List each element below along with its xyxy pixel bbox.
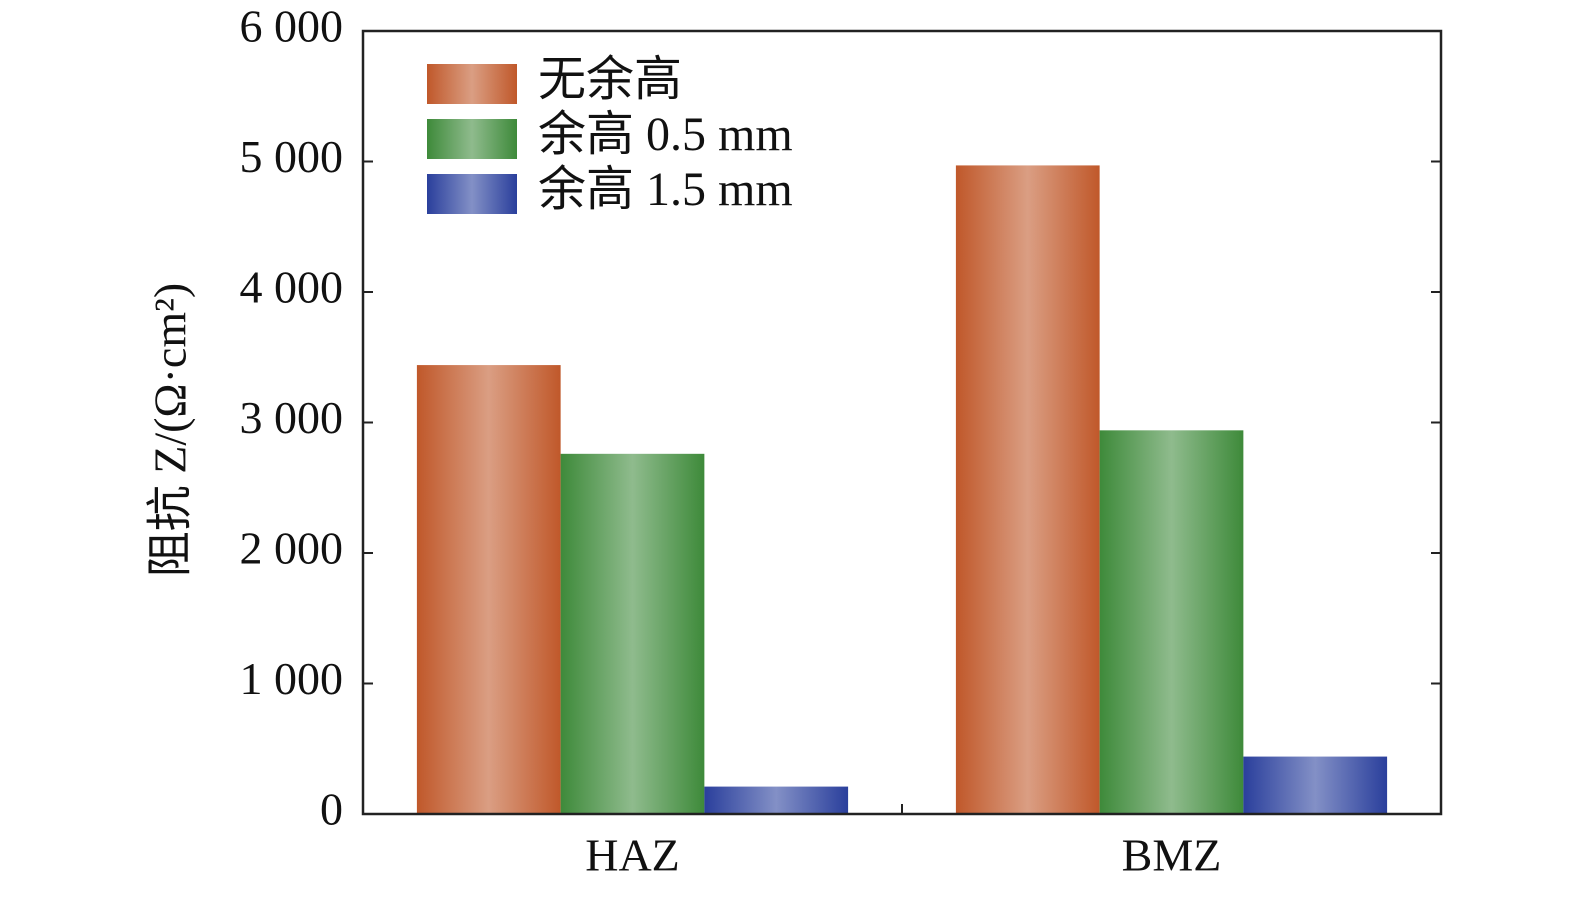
- bar: [560, 453, 705, 814]
- y-tick-label: 5 000: [240, 131, 344, 182]
- legend-label: 余高 0.5 mm: [538, 108, 793, 161]
- legend-swatch: [427, 119, 517, 159]
- bar: [1243, 756, 1388, 814]
- bar: [416, 365, 561, 814]
- y-tick-label: 3 000: [240, 392, 344, 443]
- x-tick-label: BMZ: [1122, 830, 1222, 881]
- y-tick-label: 6 000: [240, 1, 344, 52]
- legend-label: 无余高: [538, 53, 682, 106]
- plot-frame: [361, 29, 1443, 816]
- bar: [704, 786, 849, 814]
- y-tick-label: 1 000: [240, 653, 344, 704]
- legend-label: 余高 1.5 mm: [538, 163, 793, 216]
- bar: [1099, 430, 1244, 814]
- legend-swatch: [427, 64, 517, 104]
- legend-swatch: [427, 174, 517, 214]
- y-tick-label: 2 000: [240, 523, 344, 574]
- y-tick-label: 0: [320, 784, 343, 835]
- y-tick-label: 4 000: [240, 262, 344, 313]
- x-tick-label: HAZ: [585, 830, 680, 881]
- bar: [955, 165, 1100, 815]
- y-axis-label: 阻抗 Z/(Ω·cm²): [145, 283, 196, 578]
